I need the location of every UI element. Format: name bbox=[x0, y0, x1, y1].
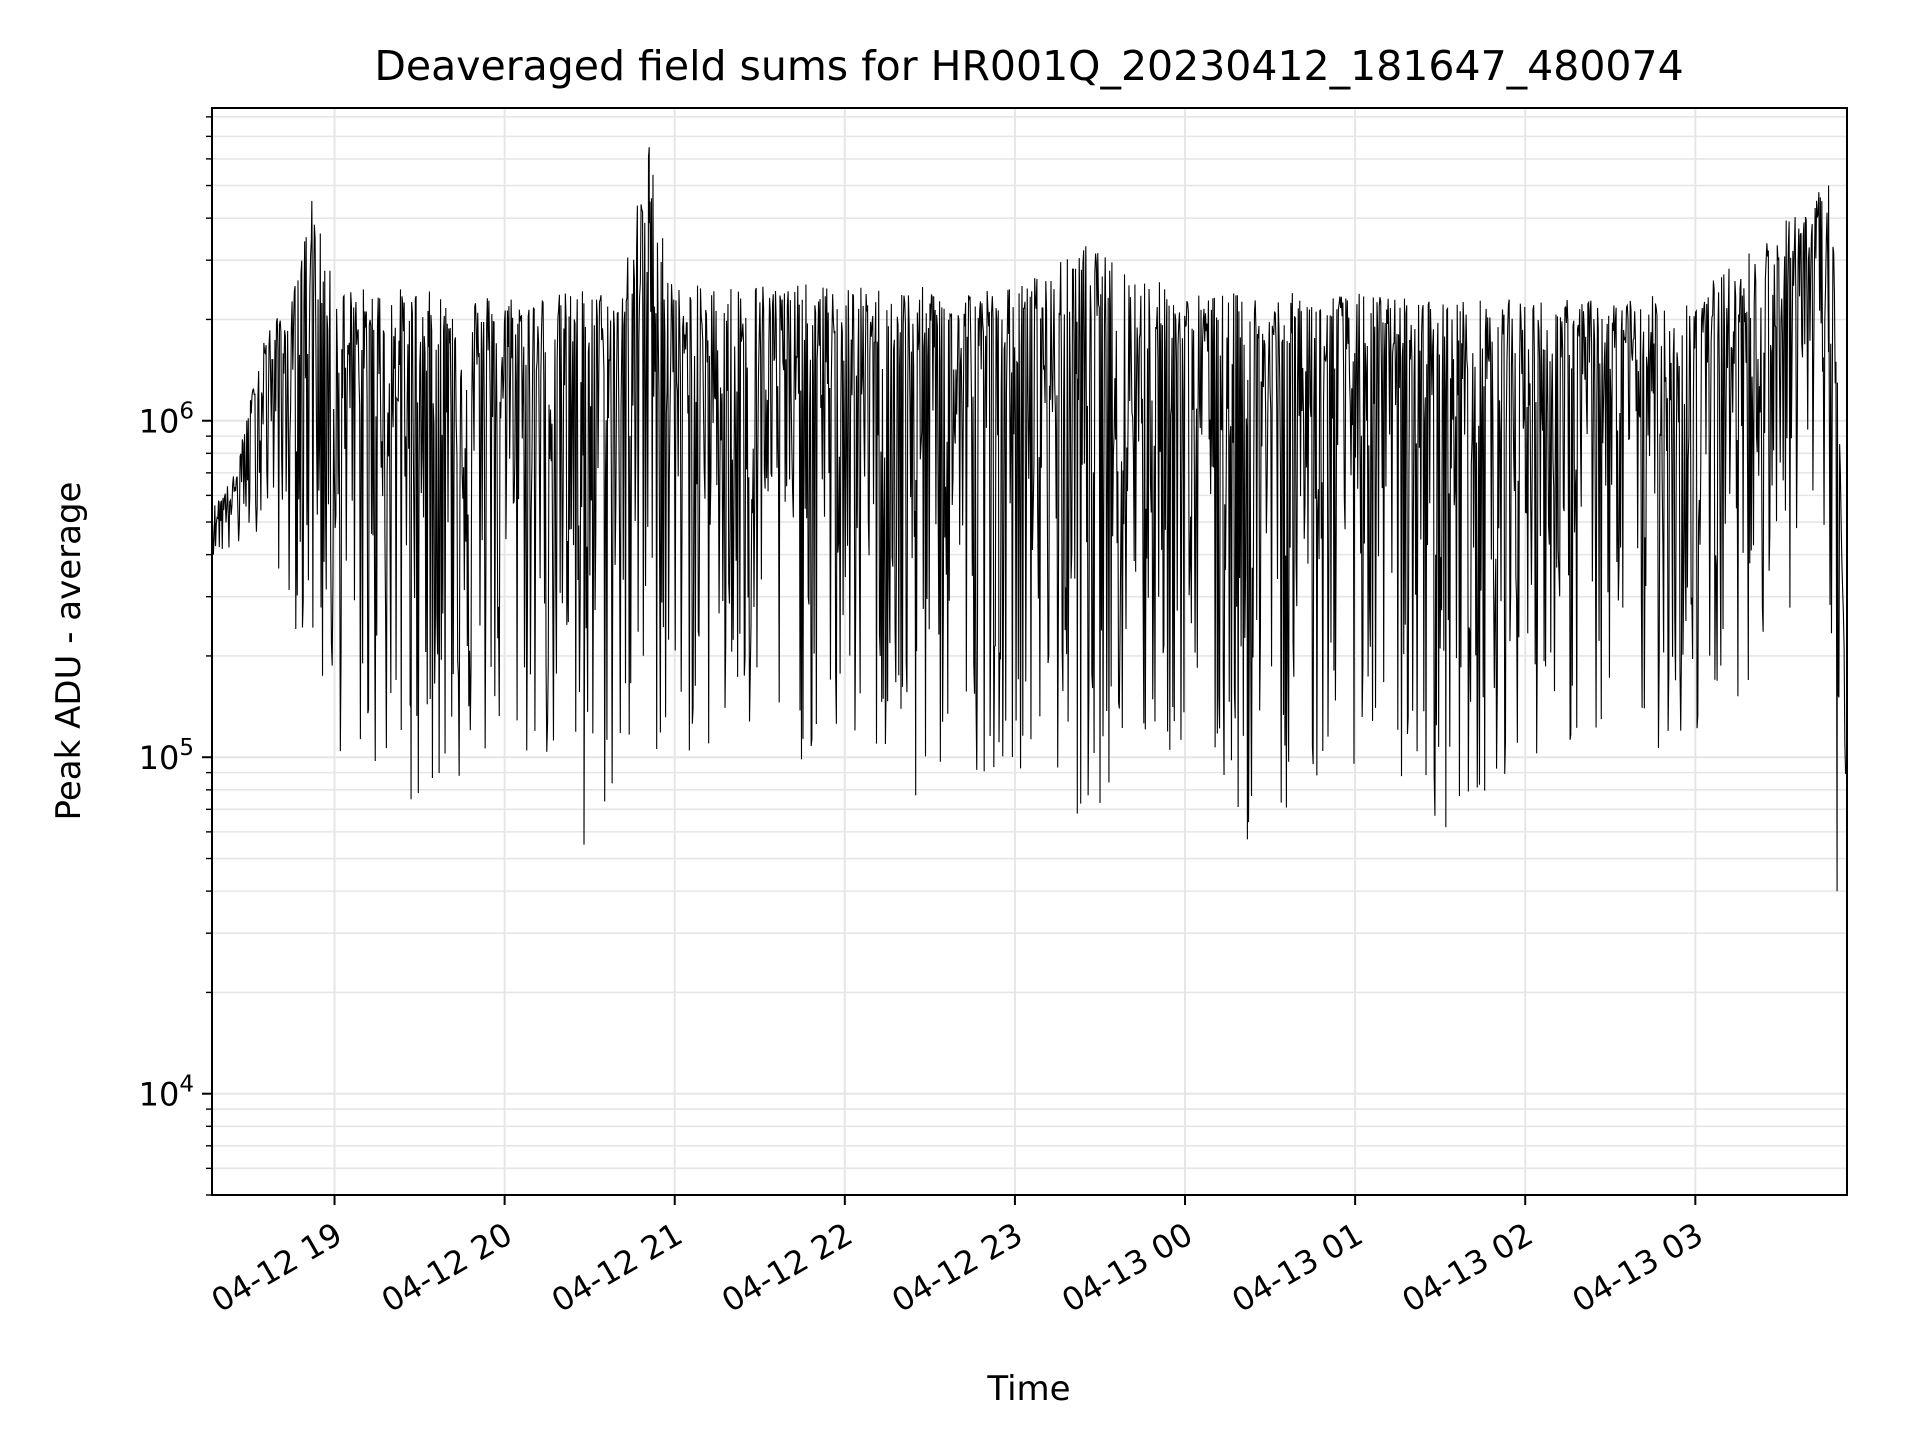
y-axis-label: Peak ADU - average bbox=[49, 482, 89, 821]
y-tick-label: 104 bbox=[139, 1072, 194, 1114]
x-axis-label: Time bbox=[986, 1369, 1070, 1409]
chart-title: Deaveraged field sums for HR001Q_2023041… bbox=[374, 42, 1683, 90]
y-tick-label: 106 bbox=[139, 399, 194, 441]
data-series-path bbox=[212, 147, 1847, 892]
series-line bbox=[212, 147, 1847, 892]
plot-frame bbox=[211, 107, 1848, 1196]
y-tick-label: 105 bbox=[139, 735, 194, 777]
